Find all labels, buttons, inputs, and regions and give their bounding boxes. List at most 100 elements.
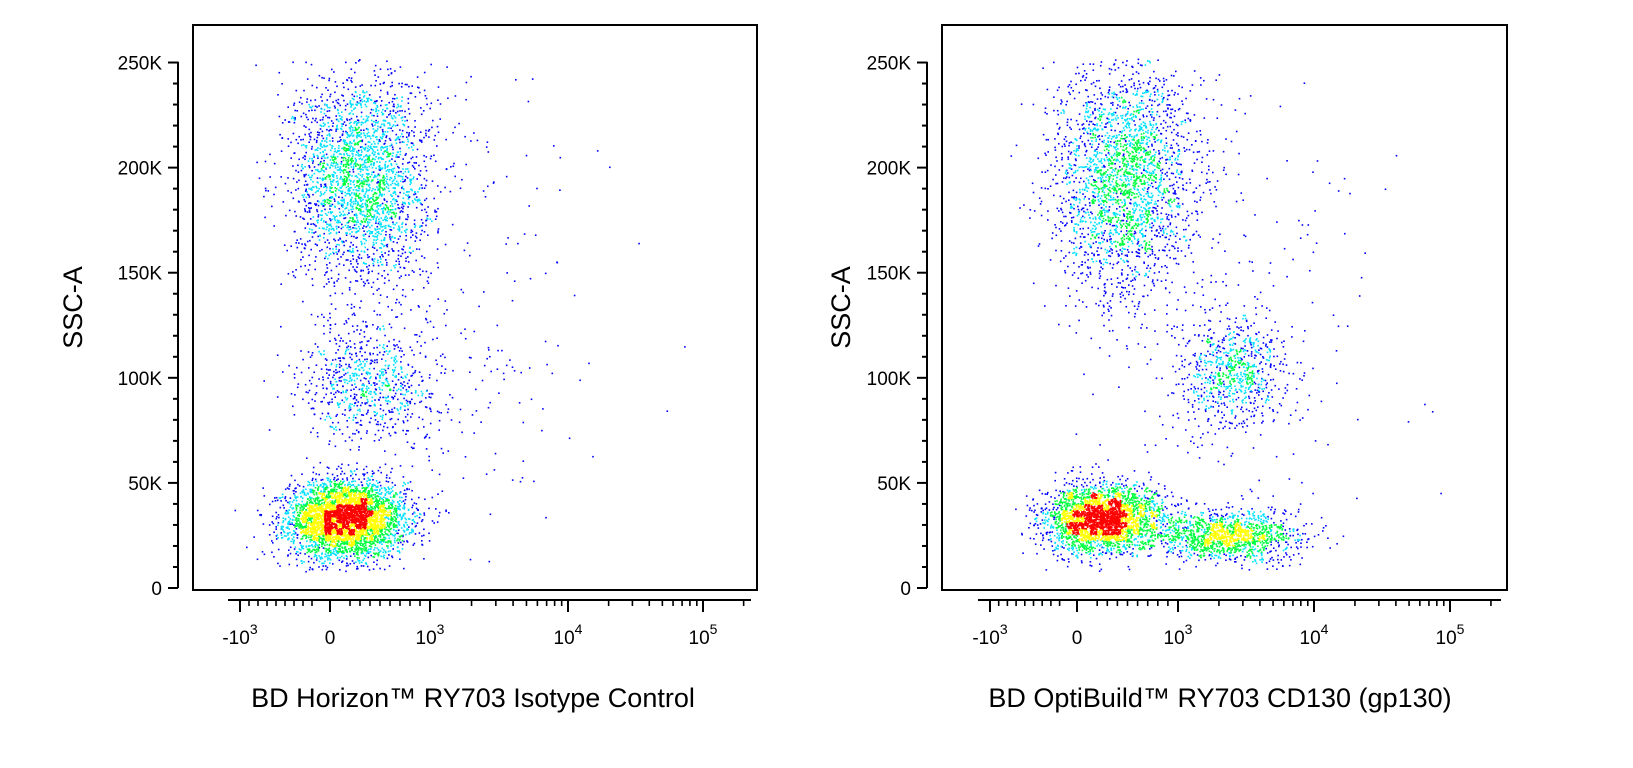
event-point (354, 293, 356, 295)
event-point (384, 150, 386, 153)
event-point (374, 158, 376, 161)
event-point (411, 156, 414, 159)
event-point (321, 545, 323, 548)
event-point (392, 97, 394, 100)
event-point (389, 388, 391, 390)
event-point (368, 173, 370, 175)
event-point (378, 232, 380, 235)
event-point (375, 130, 378, 132)
event-point (348, 113, 351, 115)
event-point (361, 392, 364, 395)
event-point (300, 265, 302, 268)
event-point (327, 278, 330, 280)
event-point (338, 366, 341, 369)
event-point (518, 402, 521, 404)
event-point (394, 537, 396, 540)
event-point (308, 211, 311, 213)
event-point (408, 251, 411, 253)
event-point (341, 200, 344, 202)
event-point (368, 479, 370, 481)
event-point (297, 200, 300, 203)
event-point (335, 151, 338, 154)
event-point (359, 350, 361, 353)
event-point (437, 230, 439, 232)
event-point (387, 153, 389, 156)
event-point (353, 343, 356, 345)
event-point (382, 82, 385, 85)
event-point (411, 523, 414, 525)
event-point (329, 294, 332, 297)
event-point (376, 289, 378, 291)
event-point (375, 393, 377, 395)
event-point (544, 340, 547, 343)
event-point (371, 123, 373, 125)
event-point (366, 168, 368, 171)
event-point (360, 394, 363, 396)
event-point (292, 132, 295, 135)
event-point (301, 490, 303, 493)
event-point (317, 190, 319, 192)
event-point (391, 182, 394, 185)
event-point (459, 187, 462, 190)
event-point (384, 489, 387, 492)
event-point (334, 358, 337, 361)
event-point (330, 502, 333, 504)
event-point (325, 145, 327, 148)
event-point (290, 534, 293, 536)
event-point (329, 316, 331, 319)
event-point (351, 201, 353, 204)
event-point (507, 237, 509, 239)
event-point (345, 144, 347, 146)
event-point (361, 84, 363, 86)
event-point (345, 363, 347, 366)
event-point (301, 102, 303, 105)
event-point (370, 216, 373, 218)
event-point (363, 148, 366, 150)
event-point (349, 489, 352, 492)
event-point (342, 169, 345, 172)
event-point (312, 477, 314, 480)
event-point (386, 156, 388, 158)
event-point (311, 169, 313, 172)
event-point (313, 490, 316, 492)
event-point (396, 106, 398, 109)
event-point (342, 204, 344, 206)
event-point (391, 426, 394, 429)
event-point (407, 198, 410, 200)
event-point (371, 166, 374, 169)
event-point (326, 134, 329, 137)
event-point (309, 239, 311, 242)
event-point (329, 178, 331, 181)
event-point (359, 198, 362, 201)
event-point (310, 497, 313, 499)
event-point (347, 189, 349, 192)
event-point (341, 376, 343, 378)
event-point (334, 157, 336, 159)
event-point (404, 179, 406, 181)
event-point (339, 221, 341, 224)
event-point (355, 189, 357, 191)
event-point (304, 265, 306, 267)
event-point (342, 172, 345, 174)
event-point (334, 150, 337, 152)
event-point (312, 193, 314, 196)
event-point (291, 507, 293, 510)
event-point (364, 547, 366, 549)
event-point (346, 177, 348, 180)
event-point (405, 223, 407, 226)
event-point (322, 534, 324, 537)
event-point (417, 394, 420, 397)
event-point (389, 550, 392, 552)
event-point (403, 397, 405, 400)
event-point (376, 489, 378, 491)
event-point (399, 110, 401, 112)
event-point (366, 135, 369, 137)
event-point (361, 179, 363, 182)
event-point (410, 446, 413, 449)
event-point (425, 197, 428, 200)
event-point (384, 166, 387, 168)
event-point (352, 208, 354, 210)
event-point (319, 177, 321, 179)
event-point (377, 539, 379, 542)
event-point (325, 223, 328, 225)
